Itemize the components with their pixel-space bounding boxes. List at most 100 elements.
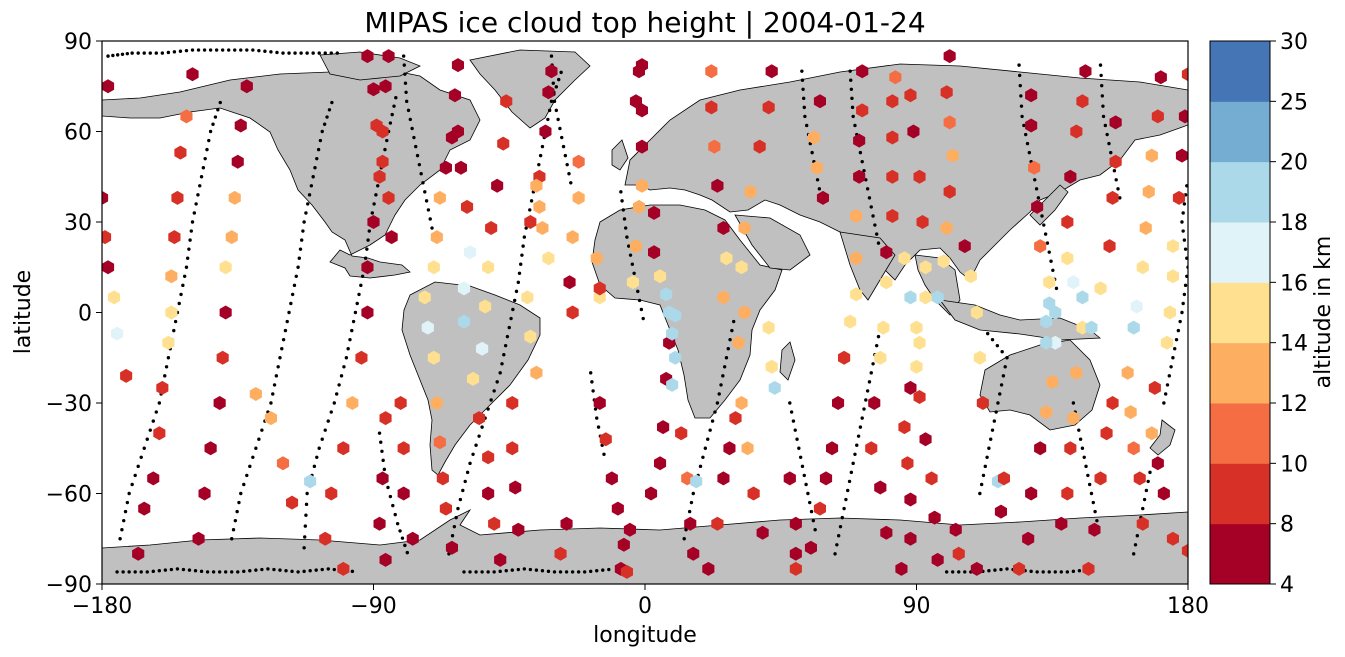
ice-cloud-marker	[433, 190, 446, 205]
orbit-track-dot	[287, 51, 291, 55]
orbit-track-dot	[272, 567, 276, 572]
ice-cloud-marker	[397, 486, 410, 501]
orbit-track-dot	[127, 570, 131, 574]
orbit-track-dot	[835, 543, 839, 547]
land-africa	[591, 204, 783, 419]
ice-cloud-marker	[747, 486, 760, 501]
orbit-track-dot	[465, 470, 470, 475]
orbit-track-dot	[332, 567, 336, 572]
orbit-track-dot	[404, 90, 408, 94]
orbit-track-dot	[190, 220, 195, 224]
ice-cloud-marker	[943, 115, 956, 130]
orbit-track-dot	[730, 328, 734, 333]
orbit-track-dot	[329, 410, 333, 414]
orbit-track-dot	[120, 528, 124, 532]
orbit-track-dot	[214, 48, 219, 52]
orbit-track-dot	[802, 473, 806, 478]
orbit-track-dot	[486, 407, 490, 411]
orbit-track-dot	[468, 461, 472, 466]
orbit-track-dot	[311, 175, 315, 179]
orbit-track-dot	[111, 53, 115, 58]
orbit-track-dot	[1171, 356, 1175, 360]
orbit-track-dot	[1017, 63, 1021, 67]
ice-cloud-marker	[216, 350, 229, 365]
orbit-track-dot	[182, 274, 187, 278]
orbit-track-dot	[728, 337, 732, 342]
orbit-track-dot	[1099, 73, 1103, 78]
orbit-track-dot	[1054, 286, 1059, 291]
ice-cloud-marker	[346, 396, 359, 410]
orbit-track-dot	[793, 428, 797, 432]
colorbar-segment	[1210, 101, 1270, 163]
colorbar-tick-label: 14	[1280, 332, 1308, 357]
ice-cloud-marker	[240, 79, 253, 94]
orbit-track-dot	[708, 428, 712, 432]
x-axis-label: longitude	[593, 623, 697, 648]
land-new-zealand	[1149, 419, 1176, 456]
orbit-track-dot	[218, 100, 222, 105]
orbit-track-dot	[142, 446, 146, 450]
orbit-track-dot	[405, 550, 409, 555]
orbit-track-dot	[620, 199, 624, 203]
orbit-track-dot	[520, 253, 524, 257]
orbit-track-dot	[1036, 196, 1041, 200]
orbit-track-dot	[862, 407, 866, 411]
ice-cloud-marker	[147, 471, 160, 486]
ice-cloud-marker	[165, 305, 178, 320]
ice-cloud-marker	[153, 426, 166, 441]
orbit-track-dot	[1107, 141, 1111, 146]
orbit-track-dot	[330, 100, 334, 105]
orbit-track-dot	[637, 298, 642, 303]
ice-cloud-marker	[626, 275, 639, 290]
ice-cloud-marker	[376, 154, 389, 169]
orbit-track-dot	[130, 51, 134, 55]
orbit-track-dot	[512, 298, 517, 303]
orbit-track-dot	[1162, 401, 1166, 405]
orbit-track-dot	[169, 567, 174, 572]
ice-cloud-marker	[611, 501, 624, 516]
orbit-track-dot	[869, 205, 873, 209]
ice-cloud-marker	[174, 145, 187, 160]
ice-cloud-marker	[717, 290, 730, 305]
orbit-track-dot	[858, 425, 863, 429]
ice-cloud-marker	[850, 287, 863, 302]
ice-cloud-marker	[234, 118, 247, 133]
orbit-track-dot	[1093, 509, 1097, 514]
ice-cloud-marker	[1178, 109, 1188, 124]
ice-cloud-marker	[1127, 320, 1140, 335]
orbit-track-dot	[806, 491, 810, 496]
orbit-track-dot	[468, 570, 472, 574]
orbit-track-dot	[546, 569, 551, 574]
orbit-track-dot	[327, 108, 332, 112]
ice-cloud-marker	[454, 160, 467, 175]
x-tick-label: 180	[1167, 594, 1209, 619]
land-japan	[1029, 184, 1069, 226]
ice-cloud-marker	[880, 525, 893, 540]
ice-cloud-marker	[1025, 88, 1038, 103]
orbit-track-dot	[840, 515, 844, 520]
orbit-track-dot	[302, 220, 306, 224]
orbit-track-dot	[136, 51, 140, 55]
orbit-track-dot	[838, 524, 843, 529]
orbit-track-dot	[350, 569, 355, 574]
orbit-track-dot	[296, 265, 300, 269]
ice-cloud-marker	[1046, 374, 1059, 389]
orbit-track-dot	[260, 428, 264, 432]
orbit-track-dot	[632, 271, 636, 275]
orbit-track-dot	[554, 108, 559, 113]
orbit-track-dot	[299, 51, 303, 55]
ice-cloud-marker	[572, 154, 585, 169]
orbit-track-dot	[248, 569, 252, 573]
orbit-track-dot	[804, 482, 808, 487]
orbit-track-dot	[304, 502, 309, 507]
orbit-track-dot	[957, 570, 961, 574]
x-tick-label: 0	[638, 594, 652, 619]
ice-cloud-marker	[617, 537, 630, 552]
ice-cloud-marker	[753, 139, 766, 154]
ice-cloud-marker	[741, 441, 754, 456]
orbit-track-dot	[194, 202, 198, 206]
orbit-track-dot	[303, 524, 308, 528]
orbit-track-dot	[392, 104, 396, 108]
orbit-track-dot	[188, 238, 192, 242]
ice-cloud-marker	[895, 561, 908, 576]
